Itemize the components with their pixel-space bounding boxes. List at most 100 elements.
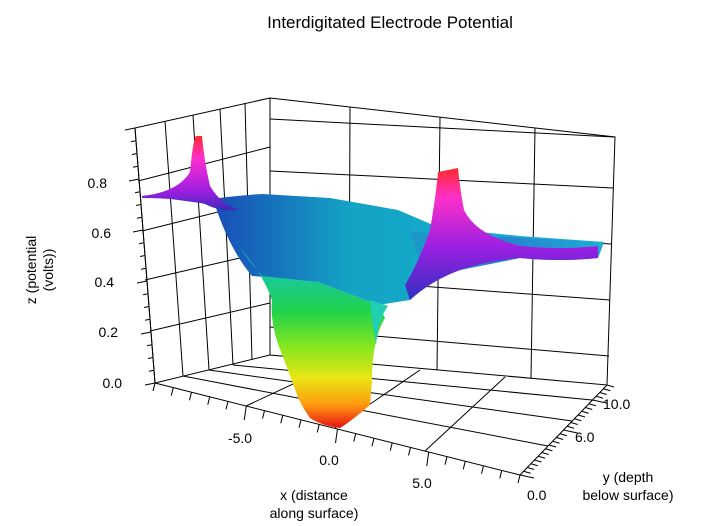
z-axis-tick (124, 127, 136, 131)
z-axis-tick (131, 153, 138, 155)
y-axis-tick (577, 414, 586, 418)
x-axis-ticks (152, 382, 521, 484)
y-axis-tick (545, 448, 553, 452)
z-axis-label: z (potential (volts)) (23, 236, 56, 304)
x-axis-tick (207, 396, 211, 405)
y-axis-tick (592, 399, 607, 404)
left-grid (164, 120, 184, 377)
x-axis-label: x (distance along surface) (270, 487, 359, 521)
z-axis-tick (138, 242, 145, 245)
x-axis-tick (262, 410, 265, 419)
x-axis-tick (298, 419, 302, 428)
y-axis-tick (541, 452, 549, 455)
surface-peak-right (405, 168, 598, 300)
x-axis-tick (280, 415, 284, 424)
z-tick-label: 0.6 (92, 225, 112, 241)
y-tick-labels: 0.0 6.0 10.0 (527, 396, 630, 503)
x-axis-tick (426, 451, 430, 467)
chart-title: Interdigitated Electrode Potential (267, 13, 513, 32)
left-grid (219, 108, 234, 366)
z-tick-label: 0.4 (95, 274, 115, 290)
x-axis-label-line: x (distance (280, 487, 348, 503)
y-axis-tick (603, 388, 611, 392)
y-axis-tick (563, 429, 578, 434)
y-axis-tick (599, 392, 607, 395)
x-axis-tick (225, 401, 229, 410)
floor-grid (208, 369, 573, 422)
y-tick-label: 10.0 (603, 396, 630, 412)
y-axis-tick (534, 459, 542, 463)
x-axis-tick (462, 461, 466, 470)
x-axis-tick (481, 465, 484, 474)
z-axis-tick (144, 382, 156, 386)
z-axis-tick (143, 306, 150, 308)
y-axis-tick (570, 422, 578, 425)
z-axis-tick (135, 204, 142, 206)
x-tick-labels: -5.0 0.0 5.0 (228, 430, 432, 491)
y-axis-label: y (depth below surface) (582, 469, 673, 503)
z-axis-tick (146, 344, 153, 347)
x-axis-tick (243, 405, 247, 421)
floor-grid (182, 375, 549, 447)
y-axis-tick (559, 433, 568, 437)
y-axis-ticks (519, 384, 615, 479)
x-axis-tick (316, 424, 320, 433)
z-axis-tick (136, 216, 143, 219)
x-axis-tick (170, 387, 174, 396)
x-tick-label: 0.0 (319, 452, 339, 468)
y-axis-tick (606, 384, 615, 388)
y-axis-tick (595, 395, 604, 399)
z-tick-label: 0.0 (103, 375, 123, 391)
y-tick-label: 6.0 (575, 429, 595, 445)
z-axis-tick (132, 165, 139, 168)
floor-grid (424, 376, 506, 452)
y-axis-tick (548, 444, 557, 448)
y-axis-tick (556, 437, 564, 440)
surface-shoulder (370, 300, 388, 345)
z-minor-ticks (124, 127, 156, 386)
z-axis-tick (140, 331, 152, 335)
potential-surface (142, 136, 604, 428)
z-axis-tick (148, 369, 155, 372)
z-axis-label-line: (volts)) (40, 249, 56, 292)
x-tick-label: 5.0 (412, 475, 432, 491)
x-axis-tick (371, 438, 375, 447)
x-tick-label: -5.0 (228, 430, 252, 446)
z-axis (124, 127, 156, 386)
z-tick-label: 0.2 (99, 324, 119, 340)
z-axis-tick (128, 178, 140, 182)
x-axis-tick (499, 470, 503, 479)
x-axis-tick (389, 442, 393, 451)
x-axis-tick (408, 447, 411, 456)
surface-trough (240, 248, 385, 428)
y-axis-tick (519, 474, 535, 479)
surface-peak-left (142, 136, 240, 211)
z-axis-tick (142, 293, 149, 296)
x-axis-tick (152, 382, 156, 392)
x-axis-tick (353, 433, 357, 442)
back-grid (269, 118, 615, 138)
y-axis-tick (574, 418, 582, 422)
y-axis-tick (523, 470, 531, 474)
x-axis-tick (444, 456, 448, 465)
y-axis-label-line: y (depth (603, 469, 654, 485)
z-axis-tick (130, 140, 137, 143)
z-axis-tick (147, 357, 154, 359)
z-axis-tick (140, 267, 147, 270)
y-axis-tick (588, 403, 597, 407)
x-axis-tick (335, 428, 338, 444)
z-axis-label-line: z (potential (23, 236, 39, 304)
surface-plateau (142, 194, 604, 305)
z-axis-tick (132, 229, 144, 233)
z-axis-tick (144, 318, 151, 321)
y-axis-tick (581, 410, 589, 414)
x-axis-tick (189, 392, 192, 401)
y-axis-tick (537, 455, 546, 459)
y-axis-tick (552, 440, 560, 444)
y-axis-tick (527, 467, 535, 470)
z-axis-tick (136, 280, 148, 284)
z-axis-tick (134, 191, 141, 194)
y-axis-tick (530, 463, 539, 467)
y-tick-label: 0.0 (527, 487, 547, 503)
